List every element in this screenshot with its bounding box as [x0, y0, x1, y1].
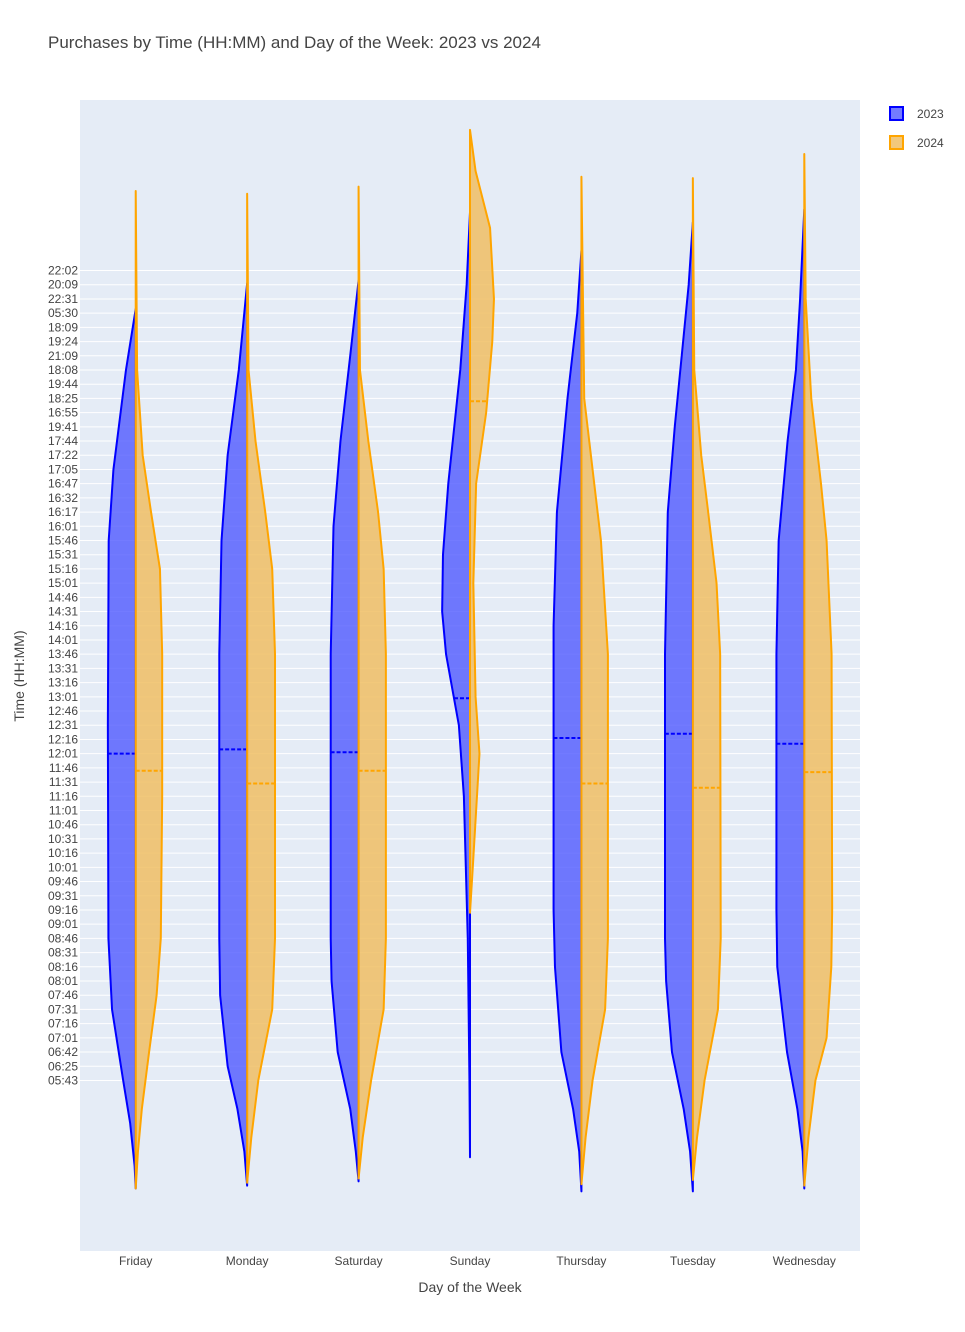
y-tick-label: 05:43: [48, 1073, 78, 1087]
y-tick-label: 10:31: [48, 832, 78, 846]
violin-2024-friday: [134, 189, 164, 1190]
legend-label-2024: 2024: [917, 136, 944, 150]
y-tick-label: 16:17: [48, 505, 78, 519]
violin-2024-wednesday: [803, 152, 834, 1187]
chart-title: Purchases by Time (HH:MM) and Day of the…: [48, 33, 541, 52]
violin-2023-saturday: [329, 279, 360, 1183]
x-tick-label: Tuesday: [670, 1254, 716, 1268]
y-tick-label: 12:01: [48, 747, 78, 761]
y-tick-label: 18:09: [48, 320, 78, 334]
y-tick-label: 08:16: [48, 960, 78, 974]
y-tick-label: 11:46: [49, 761, 78, 775]
x-tick-label: Wednesday: [773, 1254, 836, 1268]
y-tick-label: 14:46: [48, 590, 78, 604]
violin-2024-sunday: [469, 128, 495, 914]
y-tick-label: 07:31: [48, 1002, 78, 1016]
y-tick-label: 12:31: [48, 718, 78, 732]
y-tick-label: 22:02: [48, 264, 78, 278]
y-axis-title: Time (HH:MM): [11, 630, 27, 721]
x-tick-label: Monday: [226, 1254, 269, 1268]
violin-2023-monday: [218, 282, 249, 1187]
y-tick-label: 14:31: [48, 605, 78, 619]
y-tick-label: 17:44: [48, 434, 78, 448]
y-tick-label: 10:46: [48, 818, 78, 832]
legend-label-2023: 2023: [917, 107, 944, 121]
y-tick-labels: 22:0220:0922:3105:3018:0919:2421:0918:08…: [48, 264, 78, 1088]
x-tick-label: Saturday: [335, 1254, 383, 1268]
y-tick-label: 22:31: [48, 292, 78, 306]
y-tick-label: 09:31: [48, 889, 78, 903]
y-tick-label: 14:01: [48, 633, 78, 647]
y-tick-label: 05:30: [48, 306, 78, 320]
violin-2024-tuesday: [691, 177, 722, 1181]
x-axis-title: Day of the Week: [418, 1279, 522, 1295]
y-tick-label: 07:46: [48, 988, 78, 1002]
y-tick-label: 09:46: [48, 875, 78, 889]
y-tick-label: 16:32: [48, 491, 78, 505]
y-tick-label: 16:01: [48, 519, 78, 533]
y-tick-label: 06:42: [48, 1045, 78, 1059]
y-tick-label: 15:31: [48, 548, 78, 562]
violin-2024-saturday: [357, 185, 387, 1180]
y-tick-label: 08:01: [48, 974, 78, 988]
violin-2024-thursday: [580, 175, 609, 1186]
y-tick-label: 13:16: [48, 676, 78, 690]
y-tick-label: 11:16: [49, 789, 78, 803]
y-tick-label: 17:22: [48, 448, 78, 462]
y-tick-label: 21:09: [48, 349, 78, 363]
y-tick-label: 13:01: [48, 690, 78, 704]
y-tick-label: 10:16: [48, 846, 78, 860]
violin-2023-friday: [106, 307, 137, 1190]
violin-2023-sunday: [441, 211, 471, 1159]
y-tick-label: 07:01: [48, 1031, 78, 1045]
y-tick-label: 16:47: [48, 477, 78, 491]
x-tick-label: Thursday: [556, 1254, 606, 1268]
y-tick-label: 17:05: [48, 462, 78, 476]
y-tick-label: 09:16: [48, 903, 78, 917]
y-tick-label: 19:24: [48, 335, 78, 349]
y-tick-label: 11:31: [49, 775, 78, 789]
y-tick-label: 08:31: [48, 946, 78, 960]
y-tick-label: 19:41: [48, 420, 78, 434]
violin-2023-wednesday: [775, 208, 806, 1190]
y-tick-label: 09:01: [48, 917, 78, 931]
y-tick-label: 12:16: [48, 732, 78, 746]
violins: [106, 128, 834, 1193]
y-tick-label: 19:44: [48, 377, 78, 391]
y-tick-label: 14:16: [48, 619, 78, 633]
legend-swatch-2024: [889, 135, 904, 150]
x-tick-labels: Friday Monday Saturday Sunday Thursday Tuesda…: [119, 1254, 836, 1268]
y-tick-label: 15:16: [48, 562, 78, 576]
violin-2023-thursday: [552, 249, 583, 1193]
x-tick-label: Sunday: [450, 1254, 491, 1268]
y-tick-label: 18:08: [48, 363, 78, 377]
violin-2024-monday: [246, 192, 276, 1184]
y-tick-label: 08:46: [48, 931, 78, 945]
y-tick-label: 12:46: [48, 704, 78, 718]
legend: 2023 2024: [889, 106, 944, 150]
y-tick-label: 13:46: [48, 647, 78, 661]
x-tick-label: Friday: [119, 1254, 152, 1268]
y-tick-label: 18:25: [48, 391, 78, 405]
y-tick-label: 11:01: [49, 803, 78, 817]
y-tick-label: 07:16: [48, 1017, 78, 1031]
y-tick-label: 20:09: [48, 278, 78, 292]
y-tick-label: 10:01: [48, 860, 78, 874]
legend-swatch-2023: [889, 106, 904, 121]
y-tick-label: 16:55: [48, 406, 78, 420]
y-tick-label: 15:01: [48, 576, 78, 590]
violin-2023-tuesday: [664, 221, 694, 1193]
y-tick-label: 15:46: [48, 534, 78, 548]
y-tick-label: 13:31: [48, 661, 78, 675]
y-tick-label: 06:25: [48, 1059, 78, 1073]
